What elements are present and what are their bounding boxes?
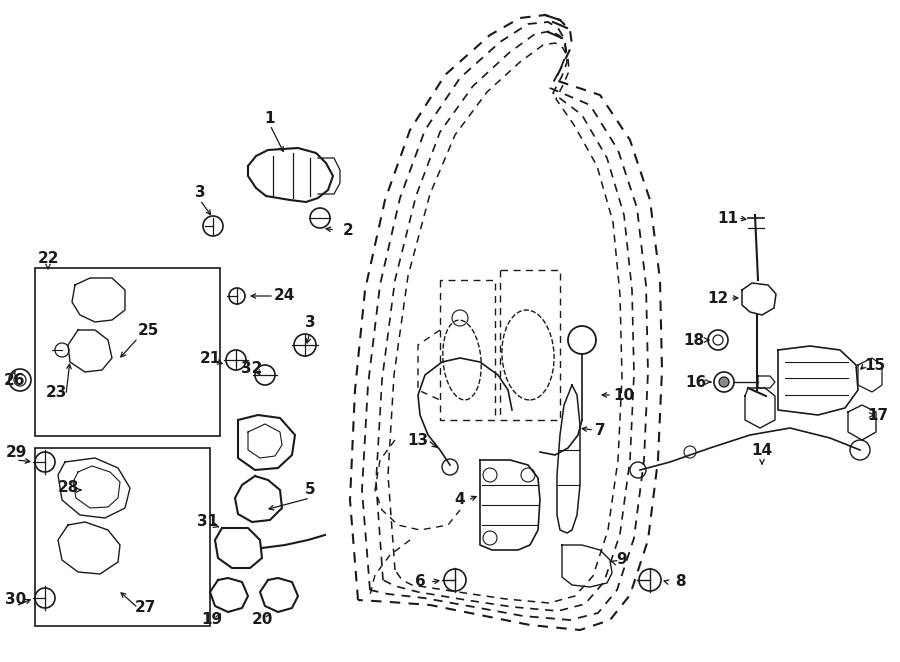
Bar	[35, 268, 220, 436]
Text: 2: 2	[343, 222, 354, 238]
Text: 11: 11	[717, 211, 739, 226]
Text: 10: 10	[614, 387, 634, 402]
Text: 3: 3	[305, 314, 315, 330]
Text: 21: 21	[200, 350, 220, 365]
Text: 17: 17	[868, 408, 888, 422]
Text: 30: 30	[5, 592, 27, 608]
Text: 13: 13	[408, 432, 428, 448]
Text: 14: 14	[752, 442, 772, 457]
Text: 27: 27	[134, 600, 156, 616]
Text: 5: 5	[305, 483, 315, 498]
Text: 3: 3	[194, 185, 205, 199]
Text: 22: 22	[37, 250, 58, 265]
Text: 28: 28	[58, 481, 78, 495]
Text: 19: 19	[202, 612, 222, 628]
Text: 31: 31	[197, 514, 219, 530]
Text: 8: 8	[675, 575, 685, 589]
Text: 15: 15	[864, 357, 886, 373]
Text: 18: 18	[683, 332, 705, 348]
Text: 1: 1	[265, 111, 275, 126]
Text: 29: 29	[5, 444, 27, 459]
Bar	[35, 448, 210, 626]
Text: 7: 7	[595, 422, 606, 438]
Text: 25: 25	[138, 322, 158, 338]
Text: 20: 20	[251, 612, 273, 628]
Text: 12: 12	[707, 291, 729, 305]
Text: 24: 24	[274, 287, 294, 303]
Text: 32: 32	[241, 361, 263, 375]
Text: 4: 4	[454, 493, 465, 508]
Text: 6: 6	[415, 575, 426, 589]
Circle shape	[719, 377, 729, 387]
Text: 26: 26	[4, 373, 25, 387]
Text: 23: 23	[45, 385, 67, 399]
Text: 16: 16	[686, 375, 706, 389]
Text: 9: 9	[616, 553, 627, 567]
